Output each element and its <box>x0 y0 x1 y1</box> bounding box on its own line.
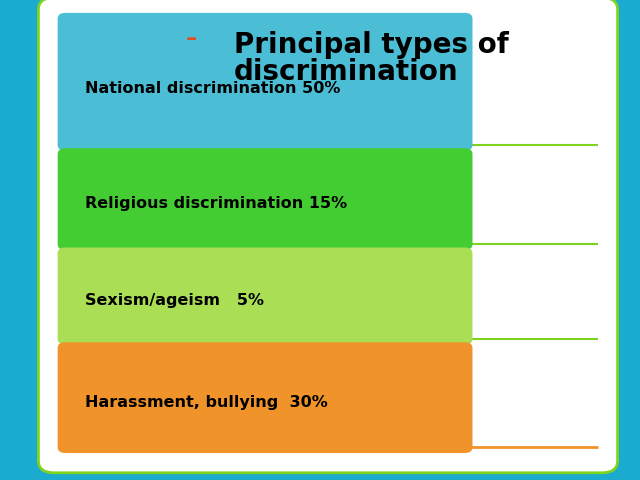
Text: –: – <box>186 29 197 49</box>
FancyBboxPatch shape <box>58 148 472 250</box>
FancyBboxPatch shape <box>38 0 618 473</box>
FancyBboxPatch shape <box>58 248 472 345</box>
FancyBboxPatch shape <box>58 13 472 151</box>
Text: Sexism/ageism   5%: Sexism/ageism 5% <box>84 293 264 308</box>
FancyBboxPatch shape <box>58 342 472 453</box>
Text: Religious discrimination 15%: Religious discrimination 15% <box>84 196 347 211</box>
Text: Harassment, bullying  30%: Harassment, bullying 30% <box>84 395 327 410</box>
Text: National discrimination 50%: National discrimination 50% <box>84 81 340 96</box>
Text: Principal types of
discrimination: Principal types of discrimination <box>234 31 508 86</box>
